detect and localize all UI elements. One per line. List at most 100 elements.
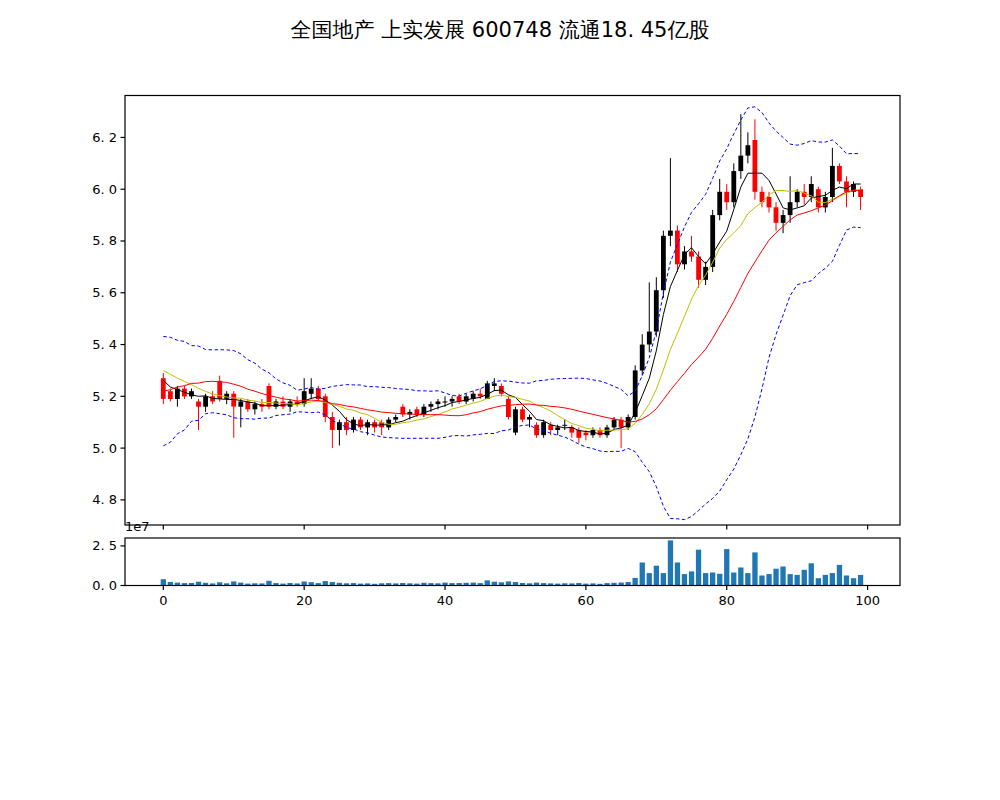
- candle-body: [696, 257, 701, 280]
- volume-bar: [485, 580, 490, 585]
- candle-body: [541, 422, 546, 435]
- candle-body: [267, 386, 272, 407]
- volume-bar: [766, 574, 771, 585]
- candle-body: [654, 290, 659, 331]
- volume-bar: [661, 573, 666, 585]
- candle-body: [640, 345, 645, 371]
- volume-bar: [506, 581, 511, 585]
- price-tick-label: 6. 2: [92, 130, 117, 145]
- candle-body: [844, 182, 849, 192]
- volume-bar: [731, 573, 736, 586]
- candle-body: [816, 189, 821, 207]
- volume-bar: [837, 565, 842, 586]
- candle-body: [753, 140, 758, 192]
- volume-bar: [802, 570, 807, 586]
- volume-bar: [689, 571, 694, 585]
- candle-body: [429, 404, 434, 407]
- candle-body: [746, 145, 751, 155]
- volume-tick-label: 2. 5: [92, 538, 117, 553]
- price-tick-label: 5. 0: [92, 441, 117, 456]
- candle-body: [689, 251, 694, 256]
- volume-bar: [738, 568, 743, 586]
- volume-bar: [823, 575, 828, 586]
- volume-bar: [231, 581, 236, 585]
- volume-bars-group: [161, 540, 864, 585]
- volume-bar: [773, 569, 778, 586]
- candle-body: [612, 420, 617, 428]
- stock-chart: 全国地产 上实发展 600748 流通18. 45亿股 4. 8 5. 0 5. 2…: [0, 0, 1000, 800]
- candle-body: [562, 425, 567, 426]
- candle-body: [506, 399, 511, 417]
- bollinger-lower-line: [163, 227, 860, 519]
- volume-bar: [717, 574, 722, 586]
- candle-body: [450, 399, 455, 402]
- chart-root: 4. 85. 05. 25. 45. 65. 86. 06. 202040608…: [92, 96, 900, 608]
- candles-group: [161, 114, 863, 448]
- price-tick-label: 6. 0: [92, 182, 117, 197]
- candle-body: [534, 425, 539, 435]
- candle-body: [253, 404, 258, 409]
- volume-bar: [654, 566, 659, 586]
- candle-body: [647, 332, 652, 345]
- volume-bar: [858, 575, 863, 586]
- volume-bar: [633, 578, 638, 586]
- volume-bar: [668, 540, 673, 585]
- candle-body: [767, 197, 772, 207]
- candle-body: [203, 396, 208, 406]
- candle-body: [513, 409, 518, 432]
- candle-body: [738, 156, 743, 172]
- price-tick-label: 5. 6: [92, 285, 117, 300]
- price-tick-label: 5. 8: [92, 233, 117, 248]
- volume-bar: [788, 574, 793, 585]
- candle-body: [309, 389, 314, 394]
- volume-bar: [323, 581, 328, 585]
- candle-body: [717, 192, 722, 215]
- candle-body: [238, 402, 243, 407]
- volume-bar: [752, 552, 757, 585]
- candle-body: [633, 370, 638, 417]
- candle-body: [605, 427, 610, 435]
- candle-body: [492, 383, 497, 386]
- price-tick-label: 5. 4: [92, 337, 117, 352]
- candle-body: [415, 409, 420, 414]
- candle-body: [661, 236, 666, 290]
- candle-body: [478, 394, 483, 397]
- candle-body: [724, 192, 729, 202]
- candle-body: [527, 417, 532, 420]
- volume-bar: [724, 549, 729, 585]
- volume-bar: [266, 581, 271, 586]
- volume-bar: [759, 576, 764, 586]
- candle-body: [393, 417, 398, 420]
- chart-title: 全国地产 上实发展 600748 流通18. 45亿股: [291, 18, 710, 42]
- volume-bar: [696, 550, 701, 586]
- candle-body: [436, 402, 441, 405]
- volume-bar: [830, 573, 835, 585]
- candle-body: [837, 166, 842, 182]
- volume-offset-label: 1e7: [125, 519, 150, 534]
- price-axes-border: [125, 96, 900, 526]
- candle-body: [520, 409, 525, 419]
- candle-body: [443, 402, 448, 403]
- candle-body: [830, 166, 835, 197]
- candle-body: [731, 171, 736, 202]
- volume-bar: [161, 579, 166, 585]
- volume-bar: [745, 573, 750, 585]
- volume-bar: [816, 578, 821, 585]
- volume-bar: [851, 578, 856, 585]
- candle-body: [781, 215, 786, 223]
- candle-body: [555, 427, 560, 430]
- x-tick-label: 20: [296, 593, 313, 608]
- candle-body: [788, 202, 793, 215]
- volume-bar: [640, 563, 645, 586]
- price-tick-label: 5. 2: [92, 389, 117, 404]
- x-tick-label: 80: [718, 593, 735, 608]
- x-tick-label: 40: [437, 593, 454, 608]
- candle-body: [330, 417, 335, 430]
- volume-bar: [780, 567, 785, 586]
- x-tick-label: 0: [159, 593, 167, 608]
- volume-bar: [682, 574, 687, 585]
- price-tick-label: 4. 8: [92, 492, 117, 507]
- x-tick-label: 100: [855, 593, 880, 608]
- volume-bar: [703, 573, 708, 585]
- candle-body: [196, 402, 201, 407]
